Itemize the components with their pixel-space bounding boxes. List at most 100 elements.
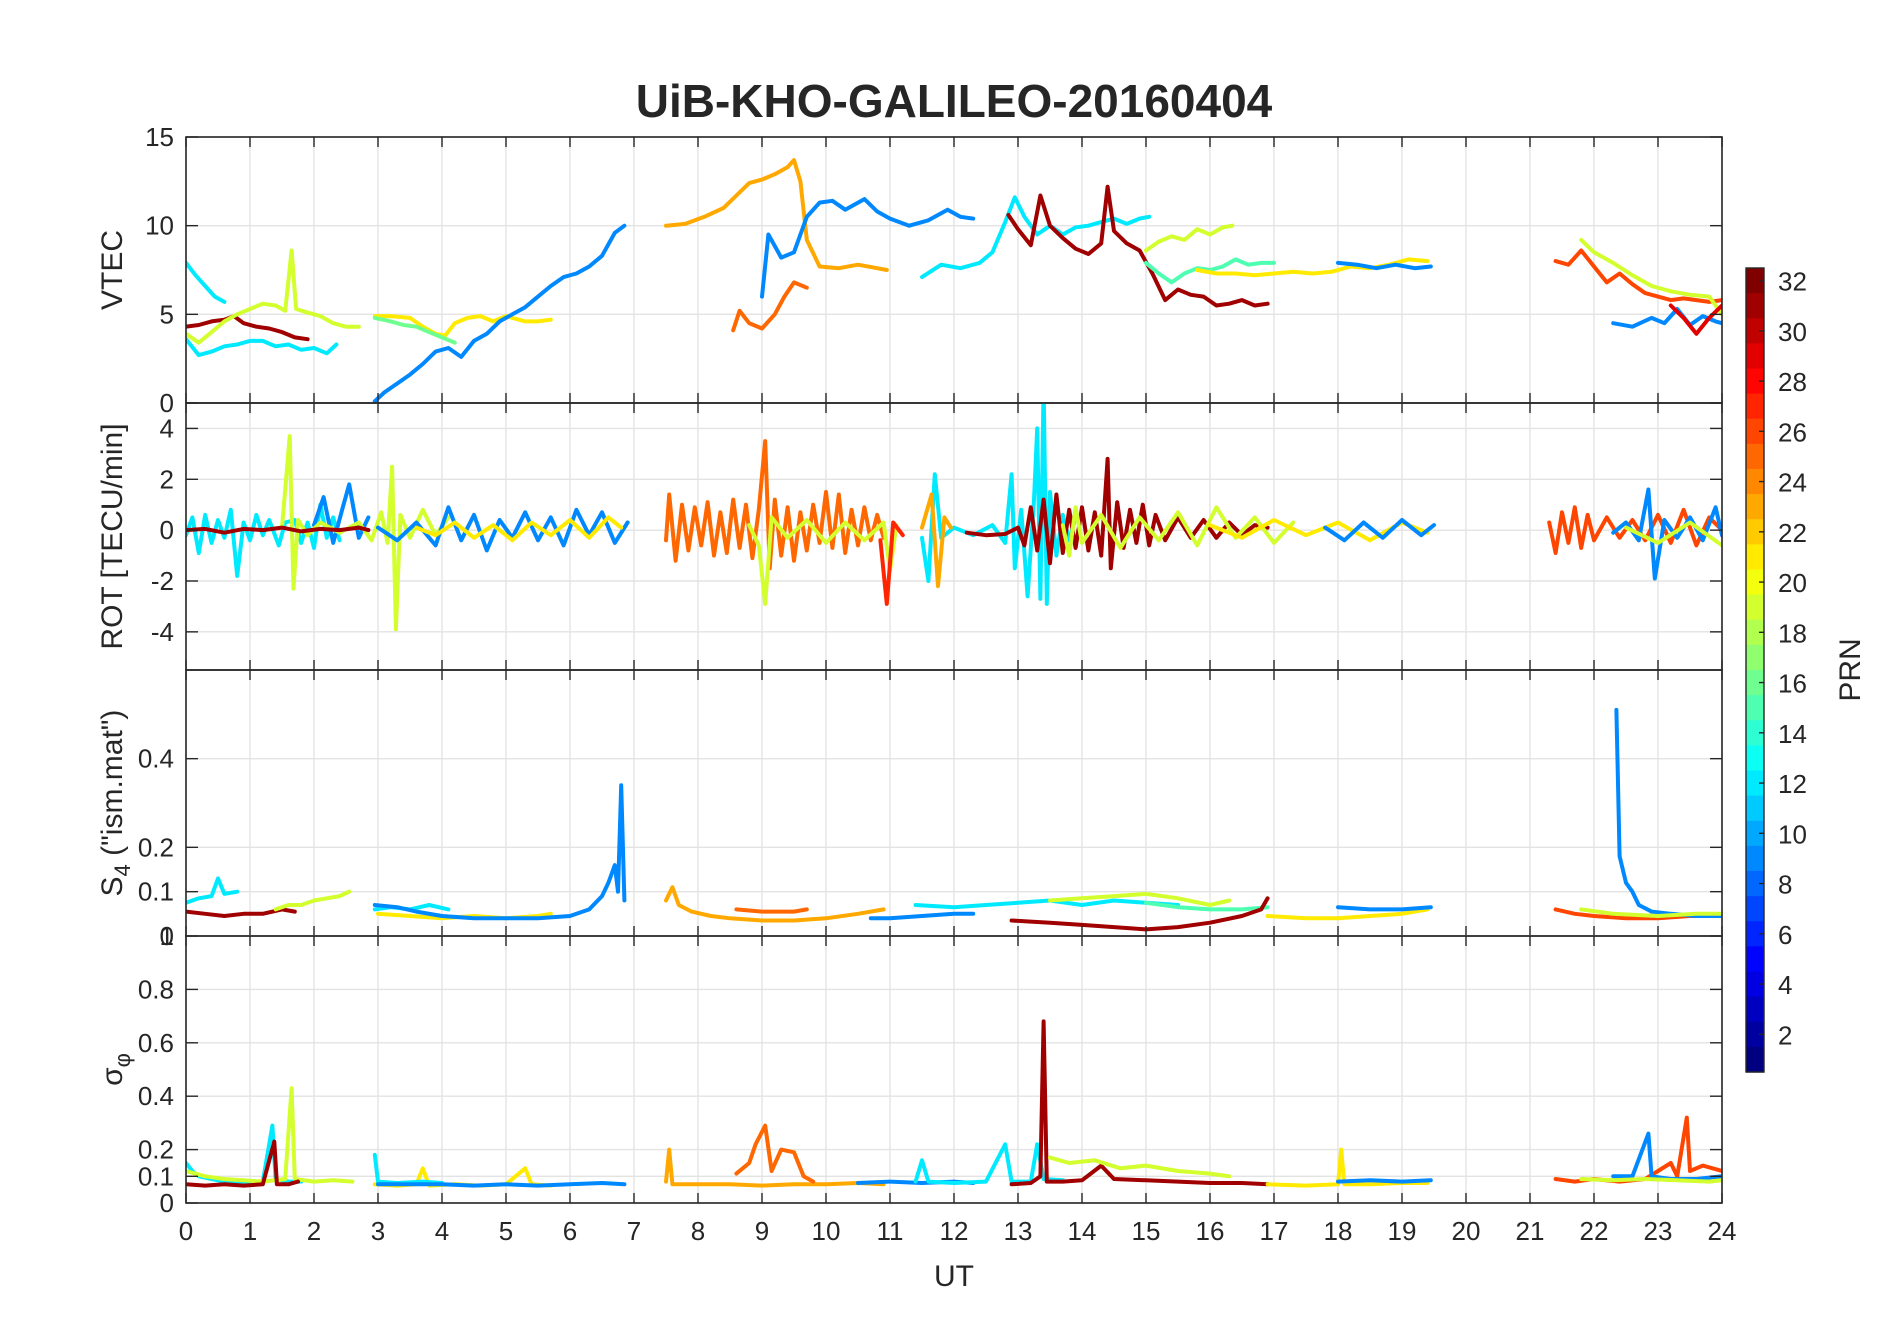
y-tick-label: 0 [160, 1188, 174, 1218]
x-tick-label: 21 [1516, 1216, 1545, 1246]
series-prn-9 [372, 223, 627, 403]
series-prn-19 [1048, 891, 1232, 907]
series-prn-9 [868, 911, 976, 921]
x-tick-label: 17 [1260, 1216, 1289, 1246]
series-prn-26 [1553, 248, 1722, 304]
colorbar-swatch [1746, 921, 1764, 947]
colorbar-swatch [1746, 871, 1764, 897]
series-prn-9 [1336, 260, 1433, 271]
series-prn-31 [1009, 1019, 1270, 1187]
series-prn-15 [1144, 257, 1276, 285]
x-tick-label: 23 [1644, 1216, 1673, 1246]
series-prn-31 [186, 907, 297, 918]
series-prn-23 [920, 492, 953, 589]
chart-title: UiB-KHO-GALILEO-20160404 [636, 75, 1273, 127]
colorbar-tick-label: 18 [1778, 618, 1807, 648]
x-axis-label: UT [934, 1260, 974, 1293]
colorbar-swatch [1746, 594, 1764, 621]
y-tick-label: 0.1 [138, 877, 174, 907]
colorbar-tick-label: 20 [1778, 568, 1807, 598]
series-prn-9 [312, 482, 371, 545]
y-tick-label: -4 [151, 617, 174, 647]
x-tick-label: 16 [1196, 1216, 1225, 1246]
x-tick-label: 1 [243, 1216, 257, 1246]
series-prn-12 [920, 403, 1078, 606]
y-tick-label: 0 [160, 388, 174, 418]
series-prn-31 [186, 314, 310, 342]
x-tick-label: 6 [563, 1216, 577, 1246]
x-tick-label: 0 [179, 1216, 193, 1246]
y-tick-label: 10 [145, 211, 174, 241]
colorbar-swatch [1746, 569, 1764, 596]
y-tick-label: 0 [160, 921, 174, 951]
y-tick-label: 15 [145, 122, 174, 152]
colorbar-swatch [1746, 443, 1764, 470]
series-prn-19 [1579, 1177, 1722, 1184]
y-tick-label: 2 [160, 464, 174, 494]
colorbar-tick-label: 4 [1778, 970, 1792, 1000]
series-prn-9 [1611, 487, 1722, 581]
panel-2-series [186, 707, 1722, 932]
series-prn-19 [1060, 505, 1296, 558]
series-prn-9 [372, 783, 627, 921]
series-prn-23 [664, 1147, 886, 1188]
panel-1-grid [185, 403, 1723, 670]
colorbar-frame [1745, 267, 1765, 1073]
x-tick-label: 18 [1324, 1216, 1353, 1246]
x-tick-label: 9 [755, 1216, 769, 1246]
colorbar-tick-label: 32 [1778, 267, 1807, 297]
series-prn-9 [376, 1181, 627, 1188]
panel-3-y-axis-label: σφ [96, 1053, 135, 1086]
series-prn-9 [760, 197, 976, 299]
colorbar-tick-label: 24 [1778, 468, 1807, 498]
series-prn-19 [1579, 237, 1722, 317]
colorbar-swatch [1746, 770, 1764, 797]
series-prn-26 [1547, 505, 1722, 555]
y-tick-label: 0 [160, 515, 174, 545]
colorbar-swatch [1746, 293, 1764, 319]
colorbar-swatch [1746, 720, 1764, 746]
series-prn-9 [1323, 518, 1436, 543]
x-tick-label: 14 [1068, 1216, 1097, 1246]
colorbar-tick-label: 26 [1778, 417, 1807, 447]
colorbar-swatch [1746, 519, 1764, 545]
y-tick-label: 4 [160, 413, 174, 443]
colorbar-tick-label: 28 [1778, 367, 1807, 397]
series-prn-25 [731, 280, 809, 333]
colorbar-swatch [1746, 946, 1764, 973]
colorbar-tick-label: 30 [1778, 317, 1807, 347]
series-prn-31 [1009, 896, 1270, 932]
colorbar-tick-label: 8 [1778, 870, 1792, 900]
colorbar-swatch [1746, 644, 1764, 671]
series-prn-25 [734, 907, 809, 914]
colorbar-swatch [1746, 343, 1764, 370]
x-tick-label: 10 [812, 1216, 841, 1246]
series-prn-21 [414, 515, 624, 543]
colorbar-tick-label: 10 [1778, 819, 1807, 849]
x-tick-label: 7 [627, 1216, 641, 1246]
colorbar-swatch [1746, 469, 1764, 495]
series-prn-31 [186, 525, 371, 535]
series-prn-21 [372, 314, 553, 338]
series-prn-31 [964, 456, 1270, 571]
series-prn-12 [913, 898, 1180, 910]
colorbar-swatch [1746, 318, 1764, 344]
series-prn-12 [186, 502, 342, 578]
colorbar-swatch [1746, 1046, 1764, 1073]
series-prn-21 [1265, 907, 1430, 921]
x-tick-label: 19 [1388, 1216, 1417, 1246]
series-prn-19 [1624, 520, 1722, 548]
x-tick-labels: 0 1 2 3 4 5 6 7 8 9 10 11 12 13 14 15 16 17 18 19 20 21 22 23 24 [179, 1216, 1737, 1246]
series-prn-19 [1144, 223, 1235, 253]
y-tick-label: 0.4 [138, 1081, 174, 1111]
panel-0-series [186, 158, 1722, 403]
colorbar-swatch [1746, 996, 1764, 1023]
x-tick-label: 3 [371, 1216, 385, 1246]
x-tick-label: 24 [1708, 1216, 1737, 1246]
x-tick-label: 4 [435, 1216, 449, 1246]
series-prn-12 [372, 1152, 444, 1185]
series-prn-9 [1336, 1178, 1433, 1184]
